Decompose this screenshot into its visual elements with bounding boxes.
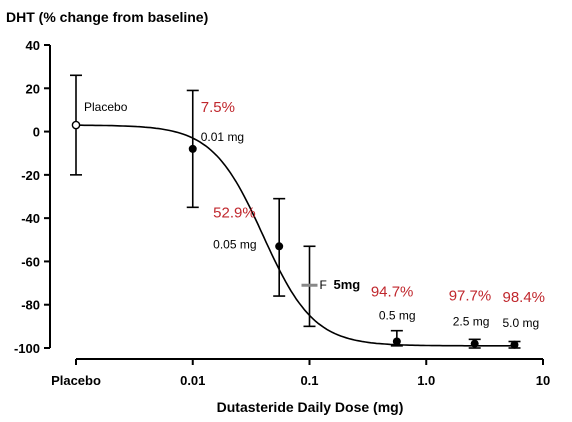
fit-curve <box>76 124 518 347</box>
x-tick-label: 10 <box>536 373 550 388</box>
data-points: Placebo 0.01 mg 7.5% 0.05 mg 52.9% F 5mg 0.5 mg… <box>70 74 545 349</box>
dose-label: F <box>320 278 327 292</box>
point-0.01mg: 0.01 mg 7.5% <box>186 89 244 209</box>
dose-label: 0.05 mg <box>213 237 256 251</box>
point-f: F 5mg <box>301 245 361 328</box>
dose-label: Placebo <box>84 100 128 114</box>
y-tick-label: -100 <box>14 341 40 356</box>
reduction-pct-label: 52.9% <box>213 204 256 221</box>
dose-label: 2.5 mg <box>453 315 490 329</box>
point-0.5mg: 0.5 mg 94.7% <box>371 284 416 347</box>
x-axis: Placebo 0.01 0.1 1.0 10 <box>51 358 550 388</box>
point-placebo: Placebo <box>70 74 128 176</box>
marker-filled <box>470 339 479 348</box>
f-dose-label: 5mg <box>334 277 361 292</box>
chart-title: DHT (% change from baseline) <box>6 9 208 25</box>
y-tick-label: -20 <box>21 168 40 183</box>
y-tick-label: 40 <box>26 38 40 53</box>
marker-filled <box>510 340 519 349</box>
point-0.05mg: 0.05 mg 52.9% <box>213 197 286 297</box>
reduction-pct-label: 98.4% <box>502 289 545 306</box>
marker-filled <box>275 242 284 251</box>
point-5.0mg: 5.0 mg 98.4% <box>502 289 545 349</box>
x-tick-label: 0.1 <box>300 373 318 388</box>
dose-label: 0.5 mg <box>379 309 416 323</box>
x-tick-label: 1.0 <box>417 373 435 388</box>
reduction-pct-label: 97.7% <box>449 288 492 305</box>
x-axis-label: Dutasteride Daily Dose (mg) <box>217 399 404 415</box>
y-tick-label: -40 <box>21 211 40 226</box>
x-tick-label: 0.01 <box>180 373 205 388</box>
y-tick-label: 20 <box>26 81 40 96</box>
dose-label: 5.0 mg <box>502 316 539 330</box>
x-tick-label: Placebo <box>51 373 101 388</box>
dose-label: 0.01 mg <box>201 130 244 144</box>
y-tick-label: -80 <box>21 298 40 313</box>
reduction-pct-label: 94.7% <box>371 284 414 301</box>
marker-open <box>71 120 81 130</box>
reduction-pct-label: 7.5% <box>201 99 235 116</box>
y-tick-label: -60 <box>21 254 40 269</box>
y-axis: 40 20 0 -20 -40 -60 -80 -100 <box>14 38 51 356</box>
marker-filled <box>188 144 197 153</box>
point-2.5mg: 2.5 mg 97.7% <box>449 288 492 349</box>
y-tick-label: 0 <box>33 125 40 140</box>
marker-filled <box>392 337 401 346</box>
